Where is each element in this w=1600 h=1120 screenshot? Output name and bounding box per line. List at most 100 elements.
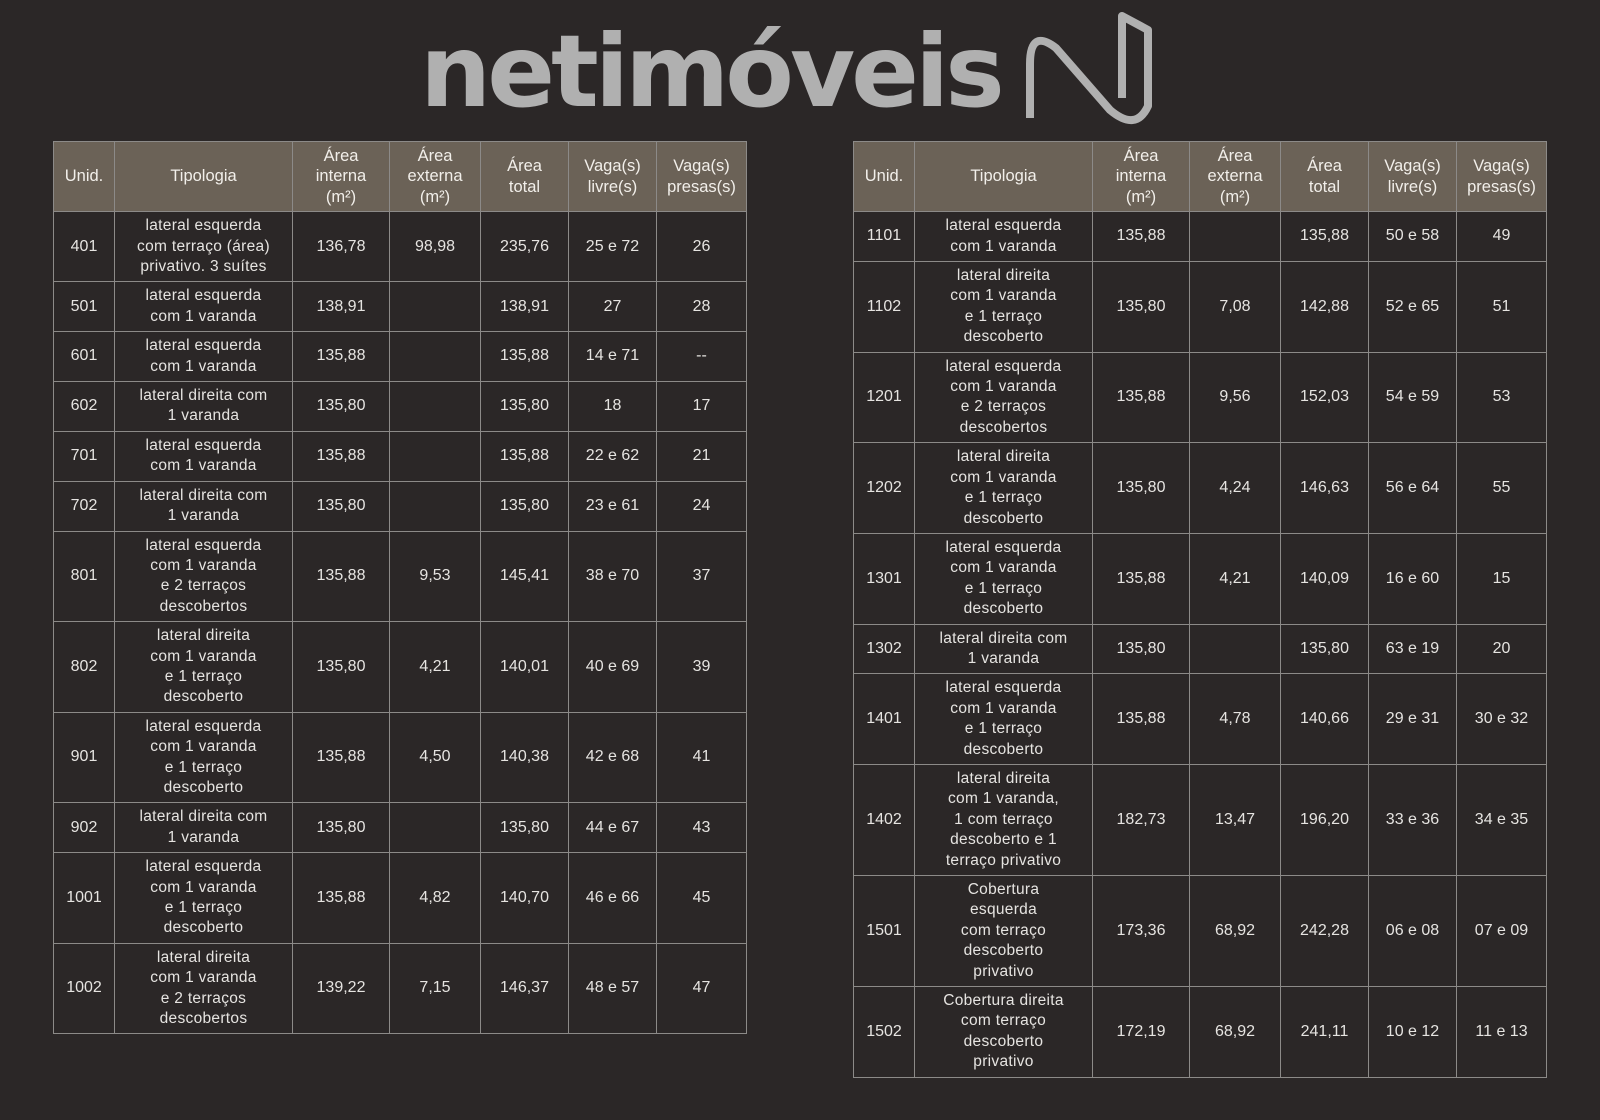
area-interna-cell: 173,36 [1092,874,1190,988]
area-interna-cell: 182,73 [1092,763,1190,877]
header-tipologia: Tipologia [914,140,1093,213]
area-interna-cell: 135,88 [292,530,390,623]
area-externa-cell [389,281,481,333]
table-row: 1502 Cobertura direita com terraço descob… [853,986,1547,1078]
unit-cell: 1301 [853,532,915,625]
tipologia-cell: lateral direita com 1 varanda e 1 terraç… [114,621,293,713]
unit-cell: 1401 [853,673,915,765]
area-interna-cell: 135,80 [292,480,390,532]
area-externa-cell: 68,92 [1189,986,1281,1078]
logo-n-icon [1026,12,1152,124]
area-total-cell: 140,66 [1280,673,1369,765]
area-total-cell: 146,37 [480,942,569,1035]
vagas-livres-cell: 54 e 59 [1368,351,1457,444]
area-total-cell: 140,70 [480,852,569,944]
unit-cell: 401 [53,211,115,283]
area-interna-cell: 138,91 [292,281,390,333]
vagas-presas-cell: 20 [1456,623,1547,675]
units-table-right: Unid. Tipologia Área interna (m²) Área exte… [853,140,1547,1078]
unit-cell: 802 [53,621,115,713]
area-interna-cell: 135,88 [1092,211,1190,263]
area-externa-cell [389,430,481,482]
table-row: 602 lateral direita com 1 varanda 135,80 13… [53,381,747,432]
tipologia-cell: lateral esquerda com 1 varanda [114,331,293,383]
area-externa-cell: 9,53 [389,530,481,623]
unit-cell: 801 [53,530,115,623]
header-unit: Unid. [53,140,115,213]
units-table-left: Unid. Tipologia Área interna (m²) Área exte… [53,140,747,1035]
vagas-livres-cell: 63 e 19 [1368,623,1457,675]
vagas-livres-cell: 38 e 70 [568,530,657,623]
area-externa-cell: 9,56 [1189,351,1281,444]
vagas-livres-cell: 27 [568,281,657,333]
area-total-cell: 135,80 [480,802,569,854]
area-externa-cell: 4,21 [389,621,481,713]
header-area-externa: Área externa (m²) [1189,140,1281,213]
unit-cell: 1001 [53,852,115,944]
vagas-presas-cell: 39 [656,621,747,713]
tipologia-cell: lateral esquerda com 1 varanda [114,281,293,333]
tipologia-cell: lateral direita com 1 varanda e 1 terraç… [914,442,1093,534]
tipologia-cell: lateral esquerda com 1 varanda [114,430,293,482]
unit-cell: 602 [53,381,115,432]
area-total-cell: 140,09 [1280,532,1369,625]
vagas-livres-cell: 22 e 62 [568,430,657,482]
area-interna-cell: 135,80 [1092,623,1190,675]
area-total-cell: 135,88 [480,430,569,482]
vagas-livres-cell: 44 e 67 [568,802,657,854]
vagas-presas-cell: 47 [656,942,747,1035]
vagas-livres-cell: 10 e 12 [1368,986,1457,1078]
area-interna-cell: 135,88 [292,430,390,482]
table-row: 1001 lateral esquerda com 1 varanda e 1 t… [53,852,747,944]
table-row: 501 lateral esquerda com 1 varanda 138,91 1… [53,281,747,333]
area-total-cell: 138,91 [480,281,569,333]
table-row: 902 lateral direita com 1 varanda 135,80 13… [53,802,747,854]
tipologia-cell: lateral direita com 1 varanda [914,623,1093,675]
vagas-presas-cell: -- [656,331,747,383]
table-row: 1402 lateral direita com 1 varanda, 1 com… [853,763,1547,877]
area-externa-cell: 4,82 [389,852,481,944]
vagas-presas-cell: 17 [656,381,747,432]
unit-cell: 1302 [853,623,915,675]
vagas-livres-cell: 52 e 65 [1368,261,1457,353]
area-total-cell: 241,11 [1280,986,1369,1078]
table-row: 702 lateral direita com 1 varanda 135,80 13… [53,480,747,532]
area-total-cell: 142,88 [1280,261,1369,353]
area-interna-cell: 172,19 [1092,986,1190,1078]
area-externa-cell [1189,623,1281,675]
unit-cell: 1201 [853,351,915,444]
vagas-presas-cell: 53 [1456,351,1547,444]
vagas-presas-cell: 15 [1456,532,1547,625]
header-area-total: Área total [480,140,569,213]
area-total-cell: 135,80 [1280,623,1369,675]
area-externa-cell: 4,78 [1189,673,1281,765]
vagas-presas-cell: 37 [656,530,747,623]
watermark-logo-text: netimóveis [420,13,1001,130]
vagas-livres-cell: 25 e 72 [568,211,657,283]
area-externa-cell: 98,98 [389,211,481,283]
area-interna-cell: 136,78 [292,211,390,283]
table-row: 1501 Cobertura esquerda com terraço desco… [853,874,1547,988]
tipologia-cell: lateral esquerda com 1 varanda e 2 terra… [114,530,293,623]
area-interna-cell: 139,22 [292,942,390,1035]
table-row: 601 lateral esquerda com 1 varanda 135,88 1… [53,331,747,383]
table-row: 1202 lateral direita com 1 varanda e 1 te… [853,442,1547,534]
header-vagas-livres: Vaga(s) livre(s) [568,140,657,213]
vagas-presas-cell: 30 e 32 [1456,673,1547,765]
vagas-presas-cell: 11 e 13 [1456,986,1547,1078]
tipologia-cell: Cobertura esquerda com terraço descobert… [914,874,1093,988]
unit-cell: 1502 [853,986,915,1078]
area-externa-cell: 4,21 [1189,532,1281,625]
area-externa-cell [389,480,481,532]
header-vagas-presas: Vaga(s) presas(s) [656,140,747,213]
table-row: 1401 lateral esquerda com 1 varanda e 1 t… [853,673,1547,765]
unit-cell: 1002 [53,942,115,1035]
area-externa-cell: 68,92 [1189,874,1281,988]
tipologia-cell: lateral direita com 1 varanda [114,802,293,854]
tipologia-cell: lateral direita com 1 varanda [114,480,293,532]
table-row: 901 lateral esquerda com 1 varanda e 1 te… [53,711,747,804]
tipologia-cell: lateral direita com 1 varanda, 1 com ter… [914,763,1093,877]
unit-cell: 501 [53,281,115,333]
vagas-livres-cell: 50 e 58 [1368,211,1457,263]
tipologia-cell: Cobertura direita com terraço descoberto… [914,986,1093,1078]
